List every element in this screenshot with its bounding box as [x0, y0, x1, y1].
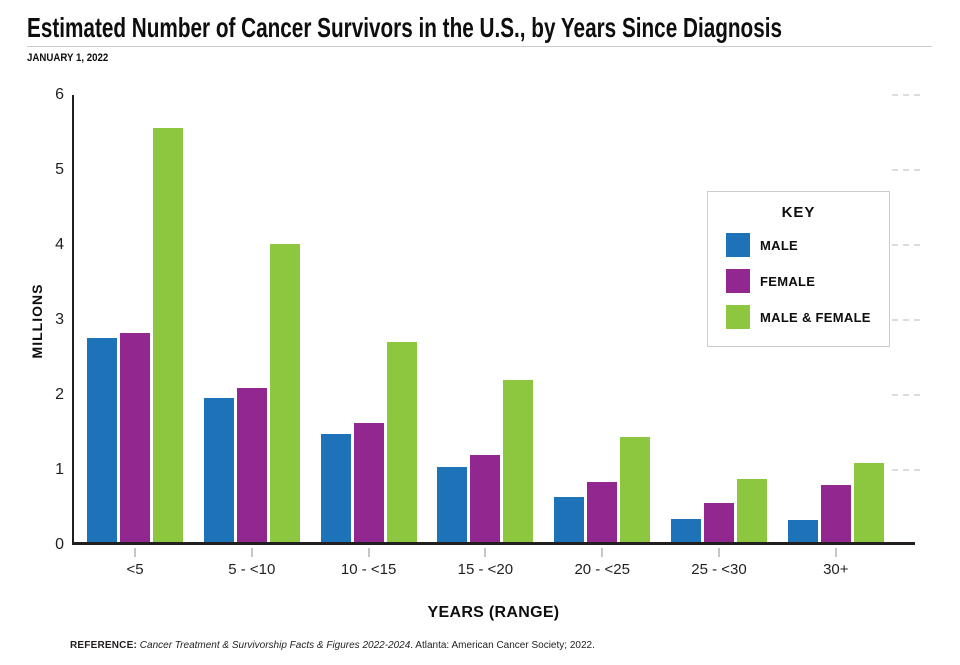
y-tick-1: 1: [55, 461, 64, 478]
bar-male-female-5: [153, 128, 183, 542]
bar-female-5: [120, 332, 150, 542]
bar-male-30: [787, 520, 818, 542]
x-label-10-15: 10 - <15: [340, 561, 397, 578]
legend-item-male: MALE: [726, 233, 889, 257]
bar-male-10-15: [320, 434, 351, 542]
x-tick-20-25: [601, 548, 604, 557]
y-tick-2: 2: [55, 386, 64, 403]
bar-male-20-25: [554, 497, 585, 542]
x-tick-5: [134, 548, 136, 557]
chart-subtitle: JANUARY 1, 2022: [27, 52, 109, 64]
gridline-stub-4: [892, 244, 920, 246]
x-label-15-20: 15 - <20: [457, 561, 514, 578]
y-tick-3: 3: [55, 311, 64, 328]
bar-male-5: [87, 338, 117, 542]
y-tick-0: 0: [55, 536, 64, 553]
gridline-stub-1: [892, 469, 920, 471]
bar-female-30: [820, 485, 851, 542]
x-tick-5-10: [250, 548, 253, 557]
x-tick-10-15: [367, 548, 370, 557]
bar-male-female-10-15: [386, 341, 417, 542]
title-divider: [27, 46, 932, 47]
y-tick-5: 5: [55, 161, 64, 178]
x-label-5-10: 5 - <10: [228, 561, 276, 578]
bar-male-15-20: [437, 467, 468, 542]
legend-label-female: FEMALE: [760, 273, 816, 289]
y-tick-4: 4: [55, 236, 64, 253]
bar-female-5-10: [236, 388, 267, 542]
gridline-stub-6: [892, 94, 920, 96]
bar-female-20-25: [587, 482, 618, 542]
bar-male-female-5-10: [269, 243, 300, 542]
legend-item-male-female: MALE & FEMALE: [726, 305, 889, 329]
legend-label-male: MALE: [760, 237, 799, 253]
bar-male-25-30: [671, 518, 701, 542]
reference-source-italic: Cancer Treatment & Survivorship Facts & …: [137, 640, 411, 651]
legend-items: MALE FEMALE MALE & FEMALE: [726, 233, 889, 329]
bar-male-female-20-25: [620, 437, 651, 542]
x-label-30: 30+: [823, 561, 849, 578]
gridline-stub-3: [892, 319, 920, 321]
gridline-stub-5: [892, 169, 920, 171]
bar-male-5-10: [203, 398, 234, 542]
x-tick-25-30: [718, 548, 720, 557]
bar-male-female-30: [853, 462, 884, 542]
legend-swatch-female: [726, 269, 750, 293]
legend-swatch-male: [726, 233, 750, 257]
legend-box: KEY MALE FEMALE MALE & FEMALE: [707, 191, 890, 347]
legend-swatch-male-female: [726, 305, 750, 329]
x-tick-30: [834, 548, 837, 557]
x-tick-15-20: [484, 548, 487, 557]
bar-male-female-25-30: [737, 479, 767, 542]
x-label-5: <5: [126, 561, 144, 578]
x-label-20-25: 20 - <25: [574, 561, 630, 578]
bar-female-15-20: [470, 455, 501, 542]
reference-source-rest: . Atlanta: American Cancer Society; 2022…: [410, 640, 595, 651]
legend-title: KEY: [781, 204, 816, 221]
x-label-25-30: 25 - <30: [691, 561, 747, 578]
chart-title: Estimated Number of Cancer Survivors in …: [27, 12, 782, 43]
gridline-stub-2: [892, 394, 920, 396]
reference-label: REFERENCE:: [70, 640, 138, 651]
legend-item-female: FEMALE: [726, 269, 889, 293]
bar-male-female-15-20: [503, 380, 534, 542]
bar-female-10-15: [353, 422, 384, 542]
plot-area: 0 1 2 3 4 5 6 <5 5 - <10 10 - <15 15 - <20 20 - <25…: [55, 87, 920, 578]
y-tick-6: 6: [55, 86, 64, 103]
reference-line: REFERENCE: Cancer Treatment & Survivorsh…: [70, 640, 595, 651]
legend-label-male-female: MALE & FEMALE: [760, 309, 871, 325]
x-axis-label: YEARS (RANGE): [427, 604, 560, 621]
bar-female-25-30: [704, 503, 734, 542]
